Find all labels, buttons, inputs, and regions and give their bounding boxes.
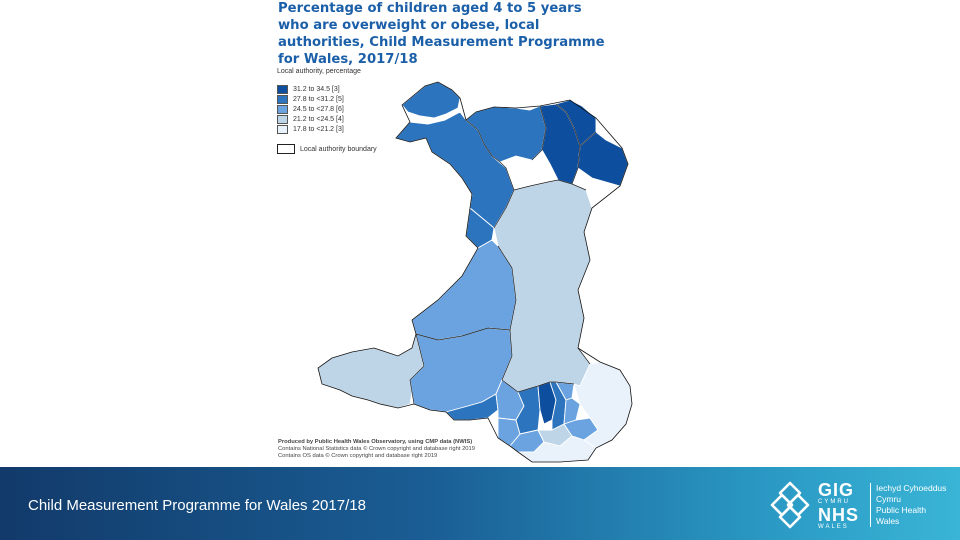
logo-nhs: NHS bbox=[818, 505, 860, 525]
wales-choropleth-map bbox=[317, 81, 633, 463]
region-anglesey bbox=[401, 81, 461, 119]
region-ceredigion bbox=[411, 239, 517, 341]
logo-wales: WALES bbox=[818, 524, 849, 530]
celtic-knot-icon bbox=[770, 481, 810, 529]
footer-bar: Child Measurement Programme for Wales 20… bbox=[0, 467, 960, 540]
legend-heading: Local authority, percentage bbox=[277, 68, 361, 75]
legend-swatch bbox=[277, 104, 288, 114]
logo-name-line: Cymru bbox=[876, 494, 902, 504]
map-title: Percentage of children aged 4 to 5 years… bbox=[278, 0, 638, 68]
legend-swatch bbox=[277, 94, 288, 104]
logo-name-line: Public Health bbox=[876, 505, 927, 515]
legend-boundary: Local authority boundary bbox=[277, 144, 377, 154]
logo-name-line: Wales bbox=[876, 516, 900, 526]
logo-gig: GIG bbox=[818, 480, 855, 500]
boundary-label: Local authority boundary bbox=[300, 145, 377, 153]
legend-label: 31.2 to 34.5 [3] bbox=[293, 85, 340, 93]
logo-codes: GIG CYMRU NHS WALES bbox=[818, 481, 859, 531]
region-pembrokeshire bbox=[317, 333, 425, 409]
public-health-wales-logo: GIG CYMRU NHS WALES Iechyd Cyhoeddus Cym… bbox=[768, 479, 948, 531]
legend-label: 21.2 to <24.5 [4] bbox=[293, 115, 344, 123]
boundary-swatch bbox=[277, 144, 295, 154]
map-title-line: who are overweight or obese, local bbox=[278, 18, 540, 33]
map-title-line: for Wales, 2017/18 bbox=[278, 52, 418, 67]
legend-item: 24.5 to <27.8 [6] bbox=[277, 104, 377, 114]
legend-label: 24.5 to <27.8 [6] bbox=[293, 105, 344, 113]
credit-line: Contains OS data © Crown copyright and d… bbox=[278, 453, 438, 459]
map-title-line: authorities, Child Measurement Programme bbox=[278, 35, 605, 50]
logo-name-line: Iechyd Cyhoeddus bbox=[876, 483, 947, 493]
legend-swatch bbox=[277, 114, 288, 124]
legend-label: 17.8 to <21.2 [3] bbox=[293, 125, 344, 133]
legend-item: 27.8 to <31.2 [5] bbox=[277, 94, 377, 104]
legend-swatch bbox=[277, 124, 288, 134]
logo-cymru: CYMRU bbox=[818, 499, 850, 505]
wales-outline bbox=[317, 81, 633, 463]
legend-item: 17.8 to <21.2 [3] bbox=[277, 124, 377, 134]
legend-item: 21.2 to <24.5 [4] bbox=[277, 114, 377, 124]
credit-line: Produced by Public Health Wales Observat… bbox=[278, 439, 473, 445]
credit-line: Contains National Statistics data © Crow… bbox=[278, 446, 475, 452]
legend-label: 27.8 to <31.2 [5] bbox=[293, 95, 344, 103]
county-boundary-lines bbox=[409, 103, 597, 405]
logo-names: Iechyd Cyhoeddus Cymru Public Health Wal… bbox=[876, 483, 946, 527]
region-torfaen bbox=[563, 397, 581, 425]
map-credits: Produced by Public Health Wales Observat… bbox=[278, 439, 475, 460]
logo-divider bbox=[870, 483, 871, 527]
map-legend: Local authority, percentage 31.2 to 34.5… bbox=[277, 68, 377, 154]
footer-caption: Child Measurement Programme for Wales 20… bbox=[28, 497, 366, 514]
map-title-line: Percentage of children aged 4 to 5 years bbox=[278, 1, 582, 16]
legend-swatch bbox=[277, 84, 288, 94]
legend-item: 31.2 to 34.5 [3] bbox=[277, 84, 377, 94]
